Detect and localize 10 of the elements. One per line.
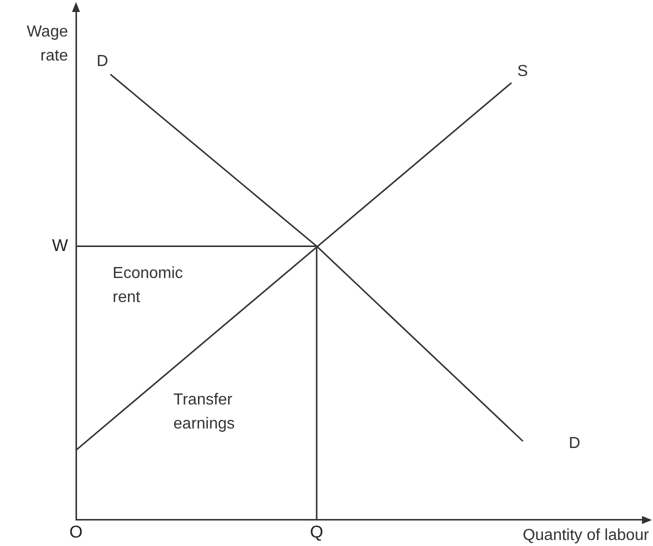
y-axis-title: Wage rate	[26, 23, 68, 64]
ref-line-label: W	[52, 236, 68, 255]
annotation: D	[568, 434, 580, 452]
x-axis-title: Quantity of labour	[522, 527, 650, 544]
annotation: Transfer earnings	[173, 392, 235, 433]
x-tick-label: Q	[310, 522, 324, 542]
text: D	[96, 53, 108, 70]
annotation: S	[517, 62, 528, 80]
annotation: Economic rent	[112, 264, 183, 306]
x-tick-label: O	[69, 522, 83, 542]
